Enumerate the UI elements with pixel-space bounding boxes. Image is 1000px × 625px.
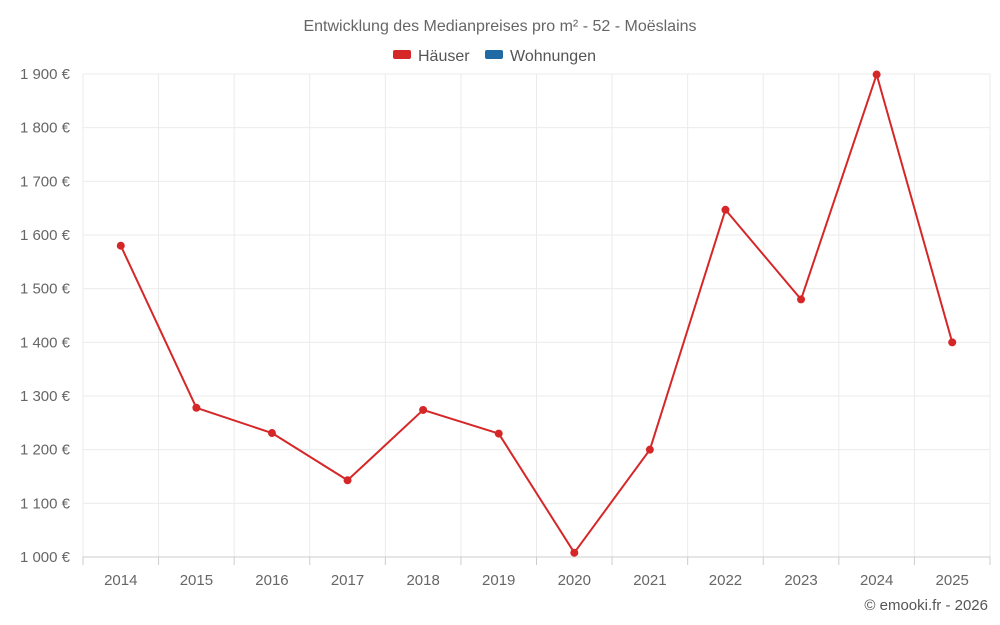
x-tick-label: 2014 [104, 572, 137, 589]
grid [82, 73, 991, 558]
data-point[interactable] [267, 429, 276, 438]
x-tick-label: 2024 [860, 572, 893, 589]
x-axis-ticks: 2014 2015 2016 2017 2018 2019 2020 2021 2022 2023… [82, 557, 991, 589]
legend-item-haeuser[interactable]: Häuser [393, 48, 470, 65]
data-point[interactable] [343, 476, 352, 485]
legend-item-wohnungen[interactable]: Wohnungen [485, 48, 596, 65]
y-tick-label: 1 600 € [20, 227, 71, 244]
x-tick-label: 2021 [633, 572, 666, 589]
y-tick-label: 1 500 € [20, 281, 71, 298]
data-point[interactable] [116, 241, 125, 250]
data-point[interactable] [419, 405, 428, 414]
x-tick-label: 2022 [709, 572, 742, 589]
x-tick-label: 2020 [558, 572, 591, 589]
y-tick-label: 1 900 € [20, 66, 71, 83]
legend-swatch-wohnungen [485, 50, 503, 59]
y-tick-label: 1 300 € [20, 388, 71, 405]
data-point[interactable] [721, 205, 730, 214]
series-line [119, 73, 954, 554]
data-point[interactable] [797, 295, 806, 304]
y-tick-label: 1 400 € [20, 334, 71, 351]
x-tick-label: 2016 [255, 572, 288, 589]
x-tick-label: 2019 [482, 572, 515, 589]
series-haeuser [116, 70, 957, 557]
legend-label-wohnungen: Wohnungen [510, 48, 596, 65]
y-axis-ticks: 1 000 € 1 100 € 1 200 € 1 300 € 1 400 € 1 500… [20, 66, 71, 566]
y-tick-label: 1 200 € [20, 442, 71, 459]
data-point[interactable] [192, 403, 201, 412]
y-tick-label: 1 800 € [20, 120, 71, 137]
legend: Häuser Wohnungen [393, 48, 596, 65]
x-tick-label: 2023 [784, 572, 817, 589]
legend-swatch-haeuser [393, 50, 411, 59]
x-tick-label: 2018 [406, 572, 439, 589]
credit-text: © emooki.fr - 2026 [864, 597, 988, 614]
data-point[interactable] [645, 445, 654, 454]
data-point[interactable] [872, 70, 881, 79]
x-tick-label: 2015 [180, 572, 213, 589]
x-tick-label: 2017 [331, 572, 364, 589]
legend-label-haeuser: Häuser [418, 48, 470, 65]
y-tick-label: 1 700 € [20, 173, 71, 190]
data-point[interactable] [494, 429, 503, 438]
y-tick-label: 1 100 € [20, 495, 71, 512]
data-point[interactable] [570, 548, 579, 557]
y-tick-label: 1 000 € [20, 549, 71, 566]
data-point[interactable] [948, 338, 957, 347]
x-tick-label: 2025 [936, 572, 969, 589]
chart-title: Entwicklung des Medianpreises pro m² - 5… [303, 18, 696, 35]
